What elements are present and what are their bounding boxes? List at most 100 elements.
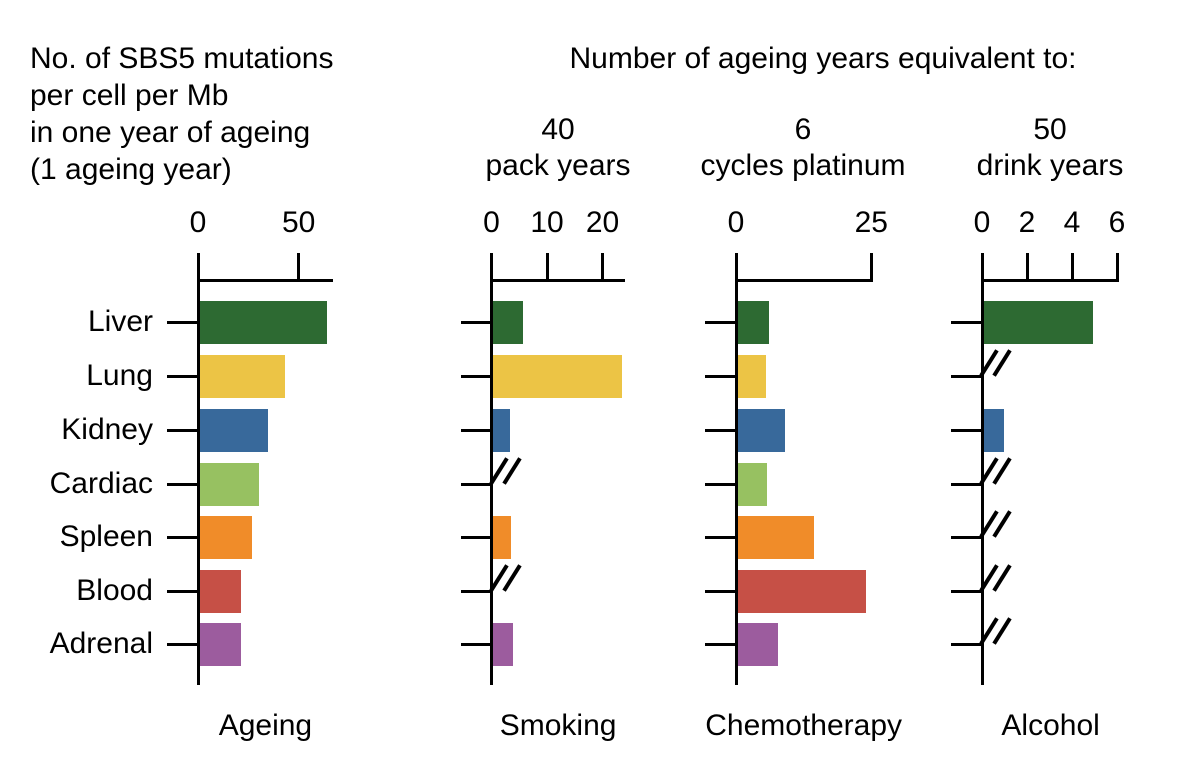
axis-line-left-ageing [196, 279, 200, 685]
left-axis-title-line: (1 ageing year) [30, 153, 232, 186]
bar-smoking-lung [493, 354, 623, 398]
row-tick-chemotherapy-adrenal [705, 642, 736, 646]
axis-tick-alcohol-0 [980, 253, 984, 282]
bar-ageing-cardiac [199, 462, 259, 506]
axis-tick-alcohol-6 [1115, 253, 1119, 282]
axis-tick-chemotherapy-25 [869, 253, 873, 282]
panel-label-alcohol: Alcohol [1001, 709, 1100, 742]
bar-ageing-kidney [199, 408, 268, 452]
axis-tick-ageing-50 [297, 253, 301, 282]
bar-smoking-spleen [493, 515, 512, 559]
bar-chemotherapy-liver [737, 300, 769, 344]
subheader-smoking-caption: pack years [485, 149, 631, 182]
axis-line-top-ageing [196, 279, 333, 282]
row-label-lung: Lung [86, 359, 153, 392]
row-tick-smoking-lung [460, 374, 492, 378]
axis-tick-label-ageing-50: 50 [281, 206, 316, 239]
row-tick-smoking-kidney [460, 428, 492, 432]
bar-chemotherapy-kidney [737, 408, 785, 452]
row-tick-chemotherapy-liver [705, 320, 736, 324]
subheader-alcohol-amount: 50 [1033, 113, 1067, 146]
row-label-spleen: Spleen [59, 520, 153, 553]
axis-tick-label-chemotherapy-0: 0 [727, 206, 745, 239]
row-tick-alcohol-cardiac [951, 482, 982, 486]
panel-label-chemotherapy: Chemotherapy [705, 709, 903, 742]
row-tick-ageing-cardiac [167, 482, 198, 486]
row-tick-ageing-kidney [167, 428, 198, 432]
axis-tick-label-smoking-20: 20 [585, 206, 620, 239]
axis-line-top-chemotherapy [734, 279, 872, 282]
bar-alcohol-kidney [983, 408, 1004, 452]
row-tick-smoking-adrenal [460, 642, 492, 646]
row-label-cardiac: Cardiac [49, 467, 153, 500]
row-tick-ageing-liver [167, 320, 198, 324]
bar-chemotherapy-spleen [737, 515, 815, 559]
row-tick-alcohol-adrenal [951, 642, 982, 646]
right-group-title: Number of ageing years equivalent to: [569, 42, 1077, 75]
row-tick-smoking-liver [460, 320, 492, 324]
row-label-liver: Liver [87, 305, 153, 338]
axis-line-left-chemotherapy [734, 279, 738, 685]
axis-tick-chemotherapy-0 [734, 253, 738, 282]
subheader-alcohol: 50 drink years [880, 112, 1200, 184]
axis-tick-label-smoking-0: 0 [483, 206, 500, 239]
bar-ageing-adrenal [199, 622, 241, 666]
row-tick-alcohol-spleen [951, 535, 982, 539]
row-label-adrenal: Adrenal [49, 627, 153, 660]
row-tick-smoking-spleen [460, 535, 492, 539]
row-tick-chemotherapy-cardiac [705, 482, 736, 486]
row-label-kidney: Kidney [61, 413, 153, 446]
bar-chemotherapy-adrenal [737, 622, 778, 666]
bar-ageing-blood [199, 569, 241, 613]
left-axis-title: No. of SBS5 mutations per cell per Mb in… [30, 40, 334, 188]
left-axis-title-line: No. of SBS5 mutations [30, 42, 334, 75]
subheader-chemotherapy-caption: cycles platinum [700, 149, 906, 182]
row-label-blood: Blood [76, 574, 153, 607]
row-tick-alcohol-lung [951, 374, 982, 378]
subheader-alcohol-caption: drink years [976, 149, 1124, 182]
bar-ageing-liver [199, 300, 328, 344]
row-tick-alcohol-liver [951, 320, 982, 324]
subheader-chemotherapy-amount: 6 [794, 113, 812, 146]
bar-chemotherapy-lung [737, 354, 766, 398]
panel-label-ageing: Ageing [218, 709, 313, 742]
bar-smoking-liver [493, 300, 523, 344]
row-tick-smoking-blood [460, 589, 492, 593]
row-tick-chemotherapy-spleen [705, 535, 736, 539]
axis-tick-label-ageing-0: 0 [189, 206, 207, 239]
row-tick-ageing-lung [167, 374, 198, 378]
bar-smoking-kidney [493, 408, 511, 452]
panel-label-smoking: Smoking [499, 709, 617, 742]
bar-ageing-lung [199, 354, 286, 398]
row-tick-chemotherapy-kidney [705, 428, 736, 432]
row-tick-smoking-cardiac [460, 482, 492, 486]
axis-tick-label-smoking-10: 10 [530, 206, 564, 239]
axis-tick-ageing-0 [196, 253, 200, 282]
row-tick-ageing-spleen [167, 535, 198, 539]
bar-alcohol-liver [983, 300, 1093, 344]
axis-tick-alcohol-2 [1025, 253, 1029, 282]
row-tick-chemotherapy-blood [705, 589, 736, 593]
axis-tick-label-alcohol-2: 2 [1018, 206, 1036, 239]
row-tick-ageing-adrenal [167, 642, 198, 646]
bar-chemotherapy-cardiac [737, 462, 767, 506]
left-axis-title-line: in one year of ageing [30, 116, 311, 149]
axis-tick-smoking-10 [545, 253, 549, 282]
axis-tick-label-alcohol-6: 6 [1108, 206, 1126, 239]
axis-line-top-alcohol [980, 279, 1120, 282]
row-tick-chemotherapy-lung [705, 374, 736, 378]
subheader-smoking: 40 pack years [388, 112, 728, 184]
bar-chemotherapy-blood [737, 569, 867, 613]
axis-line-top-smoking [490, 279, 625, 282]
subheader-chemotherapy: 6 cycles platinum [633, 112, 973, 184]
axis-tick-label-chemotherapy-25: 25 [854, 206, 888, 239]
axis-tick-smoking-20 [601, 253, 604, 282]
row-tick-alcohol-blood [951, 589, 982, 593]
left-axis-title-line: per cell per Mb [30, 79, 229, 112]
bar-smoking-adrenal [493, 622, 513, 666]
axis-tick-alcohol-4 [1070, 253, 1074, 282]
axis-tick-label-alcohol-0: 0 [973, 206, 991, 239]
row-tick-ageing-blood [167, 589, 198, 593]
